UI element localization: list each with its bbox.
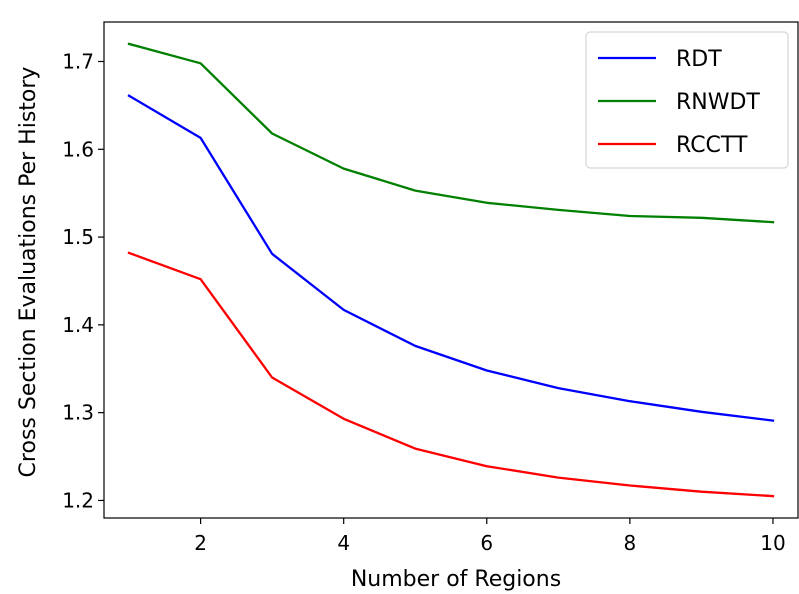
series-lines bbox=[127, 42, 775, 498]
legend-label-rcctt: RCCTT bbox=[676, 133, 748, 158]
x-axis-label: Number of Regions bbox=[351, 567, 561, 592]
legend: RDT RNWDT RCCTT bbox=[585, 31, 789, 169]
x-tick-label: 6 bbox=[480, 531, 493, 555]
series-line-rdt bbox=[127, 94, 775, 422]
plot-frame bbox=[103, 21, 799, 519]
legend-label-rdt: RDT bbox=[676, 47, 722, 72]
legend-label-rnwdt: RNWDT bbox=[676, 90, 760, 115]
y-axis-label: Cross Section Evaluations Per History bbox=[16, 67, 41, 478]
x-tick-label: 10 bbox=[760, 531, 785, 555]
legend-frame bbox=[585, 31, 789, 169]
x-tick-marks bbox=[199, 518, 774, 524]
y-tick-label: 1.5 bbox=[62, 225, 94, 249]
series-line-rnwdt bbox=[127, 42, 775, 224]
y-tick-label: 1.4 bbox=[62, 313, 94, 337]
x-tick-label: 4 bbox=[337, 531, 350, 555]
y-tick-marks bbox=[98, 60, 104, 502]
series-line-rcctt bbox=[127, 251, 775, 498]
y-tick-label: 1.2 bbox=[62, 488, 94, 512]
x-tick-label: 8 bbox=[623, 531, 636, 555]
x-tick-labels: 2 4 6 8 10 bbox=[194, 531, 785, 555]
y-tick-label: 1.7 bbox=[62, 50, 94, 74]
y-tick-labels: 1.2 1.3 1.4 1.5 1.6 1.7 bbox=[62, 50, 94, 513]
y-tick-label: 1.3 bbox=[62, 401, 94, 425]
y-tick-label: 1.6 bbox=[62, 137, 94, 161]
x-tick-label: 2 bbox=[194, 531, 207, 555]
